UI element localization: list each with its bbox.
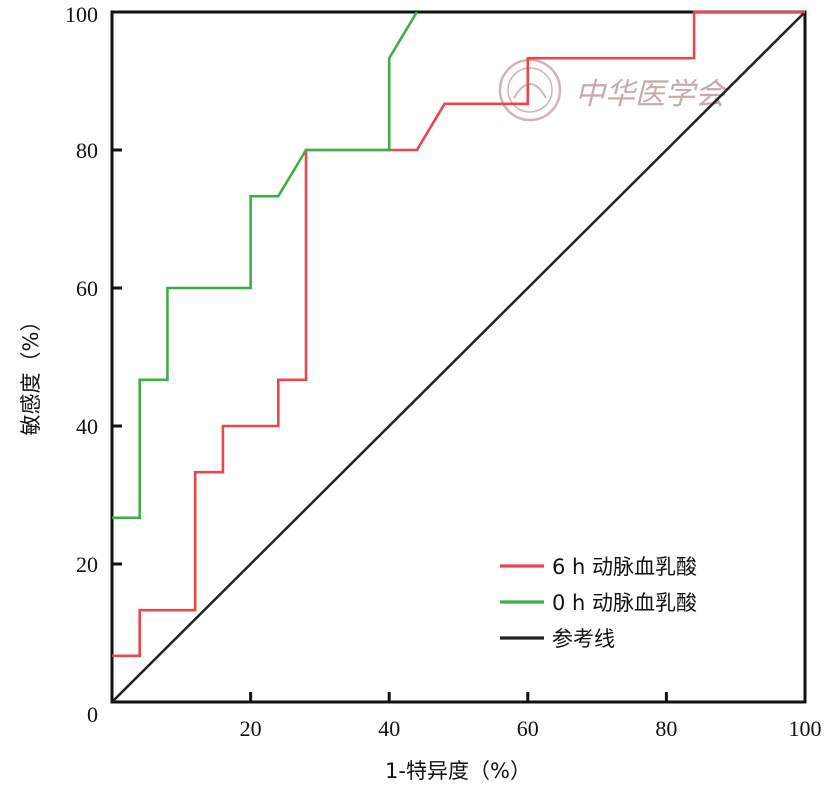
series-line-2 <box>111 11 806 703</box>
x-tick-label: 20 <box>240 716 262 741</box>
y-tick-label: 20 <box>76 552 98 577</box>
y-tick-label: 40 <box>76 414 98 439</box>
watermark-text: 中华医学会 <box>575 77 728 112</box>
y-tick-label: 80 <box>76 138 98 163</box>
x-tick-label: 60 <box>517 716 539 741</box>
plot-frame <box>110 10 807 704</box>
y-axis-ticks: 0 20 40 60 80 100 <box>65 2 122 727</box>
series-line-1 <box>112 11 419 520</box>
watermark-logo: 中华医学会 <box>498 58 728 122</box>
x-tick-label: 80 <box>655 716 677 741</box>
x-axis-title: 1-特异度（%） <box>385 759 531 783</box>
y-tick-label: 0 <box>87 702 98 727</box>
series-line-0 <box>112 10 805 658</box>
x-tick-label: 100 <box>789 716 822 741</box>
y-tick-label: 60 <box>76 276 98 301</box>
legend-label: 6 h 动脉血乳酸 <box>552 555 697 579</box>
x-tick-label: 40 <box>378 716 400 741</box>
y-axis-title: 敏感度（%） <box>19 311 43 436</box>
y-tick-label: 100 <box>65 2 98 27</box>
legend-label: 0 h 动脉血乳酸 <box>552 591 697 615</box>
x-axis-ticks: 20 40 60 80 100 <box>240 692 822 741</box>
series-layer <box>111 10 806 703</box>
legend-label: 参考线 <box>552 627 615 651</box>
